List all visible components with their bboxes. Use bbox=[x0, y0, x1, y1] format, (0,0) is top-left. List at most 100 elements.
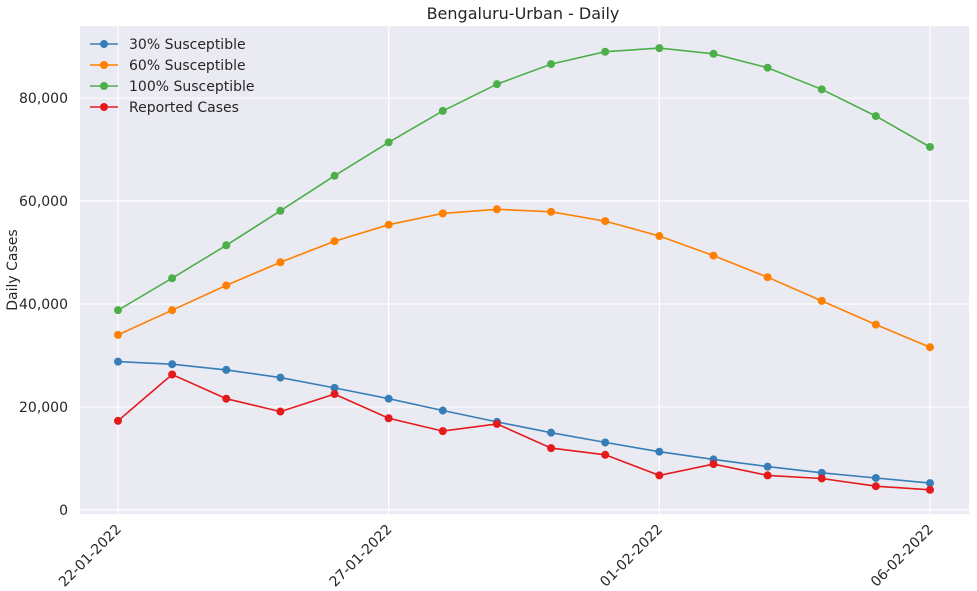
series-100-susceptible bbox=[114, 44, 934, 315]
data-point bbox=[655, 232, 664, 241]
data-point bbox=[330, 383, 339, 392]
legend-entry: 60% Susceptible bbox=[90, 58, 246, 74]
legend-marker bbox=[100, 82, 108, 90]
data-point bbox=[871, 473, 880, 482]
x-tick-label: 27-01-2022 bbox=[327, 522, 396, 591]
data-point bbox=[384, 220, 393, 229]
data-point bbox=[601, 47, 610, 56]
data-point bbox=[709, 251, 718, 260]
series-60-susceptible bbox=[114, 205, 934, 352]
data-point bbox=[330, 390, 339, 399]
data-point bbox=[168, 360, 177, 369]
data-point bbox=[330, 171, 339, 180]
data-point bbox=[655, 447, 664, 456]
data-point bbox=[871, 112, 880, 121]
legend-label: 100% Susceptible bbox=[129, 79, 255, 95]
legend-label: 30% Susceptible bbox=[129, 37, 246, 53]
legend-label: 60% Susceptible bbox=[129, 58, 246, 74]
data-point bbox=[438, 106, 447, 115]
y-tick-labels: 0 20,000 40,000 60,000 80,000 bbox=[19, 91, 68, 519]
data-point bbox=[438, 427, 447, 436]
chart-title: Bengaluru-Urban - Daily bbox=[427, 4, 620, 23]
data-point bbox=[384, 138, 393, 147]
data-point bbox=[492, 205, 501, 214]
data-point bbox=[926, 479, 934, 488]
data-point bbox=[114, 306, 122, 315]
legend-entry: 100% Susceptible bbox=[90, 79, 255, 95]
data-point bbox=[601, 438, 610, 447]
data-point bbox=[871, 482, 880, 491]
data-point bbox=[384, 414, 393, 423]
data-point bbox=[871, 320, 880, 329]
legend-label: Reported Cases bbox=[129, 100, 239, 116]
plot-area bbox=[80, 26, 969, 514]
data-point bbox=[547, 444, 556, 453]
data-point bbox=[547, 60, 556, 69]
x-tick-label: 22-01-2022 bbox=[56, 522, 125, 591]
series-line bbox=[117, 208, 931, 348]
data-point bbox=[168, 370, 177, 379]
y-axis-label: Daily Cases bbox=[5, 229, 21, 310]
series-layer bbox=[114, 44, 934, 494]
data-point bbox=[438, 406, 447, 415]
series-reported-cases bbox=[114, 370, 934, 494]
data-point bbox=[655, 471, 664, 480]
data-point bbox=[114, 416, 122, 425]
data-point bbox=[222, 365, 231, 374]
data-point bbox=[168, 306, 177, 315]
y-tick-label: 80,000 bbox=[19, 91, 68, 107]
data-point bbox=[926, 142, 934, 151]
x-tick-label: 06-02-2022 bbox=[868, 522, 937, 591]
data-point bbox=[492, 80, 501, 89]
legend-marker bbox=[100, 40, 108, 48]
series-line bbox=[117, 360, 931, 484]
data-point bbox=[330, 237, 339, 246]
x-tick-labels: 22-01-2022 27-01-2022 01-02-2022 06-02-2022 bbox=[56, 522, 937, 591]
data-point bbox=[114, 357, 122, 366]
y-tick-label: 0 bbox=[59, 503, 68, 519]
data-point bbox=[547, 207, 556, 216]
data-point bbox=[817, 85, 826, 94]
legend-entry: Reported Cases bbox=[90, 100, 239, 116]
data-point bbox=[817, 468, 826, 477]
series-30-susceptible bbox=[114, 357, 934, 488]
data-point bbox=[709, 49, 718, 58]
x-tick-label: 01-02-2022 bbox=[597, 522, 666, 591]
data-point bbox=[114, 330, 122, 339]
legend-entry: 30% Susceptible bbox=[90, 37, 246, 53]
data-point bbox=[926, 343, 934, 352]
data-point bbox=[168, 274, 177, 283]
data-point bbox=[763, 273, 772, 282]
grid-lines bbox=[80, 26, 969, 514]
legend: 30% Susceptible 60% Susceptible 100% Susce… bbox=[90, 37, 255, 116]
data-point bbox=[763, 462, 772, 471]
data-point bbox=[763, 63, 772, 72]
data-point bbox=[601, 450, 610, 459]
legend-marker bbox=[100, 103, 108, 111]
data-point bbox=[817, 296, 826, 305]
y-tick-label: 20,000 bbox=[19, 400, 68, 416]
data-point bbox=[492, 419, 501, 428]
data-point bbox=[655, 44, 664, 53]
y-tick-label: 60,000 bbox=[19, 194, 68, 210]
data-point bbox=[817, 474, 826, 483]
legend-marker bbox=[100, 61, 108, 69]
series-line bbox=[117, 373, 931, 491]
y-tick-label: 40,000 bbox=[19, 297, 68, 313]
data-point bbox=[276, 206, 285, 215]
data-point bbox=[763, 471, 772, 480]
data-point bbox=[384, 394, 393, 403]
data-point bbox=[222, 241, 231, 250]
series-line bbox=[117, 47, 931, 311]
data-point bbox=[709, 460, 718, 469]
data-point bbox=[547, 428, 556, 437]
data-point bbox=[926, 485, 934, 494]
data-point bbox=[601, 217, 610, 226]
data-point bbox=[276, 407, 285, 416]
data-point bbox=[438, 209, 447, 218]
data-point bbox=[276, 373, 285, 382]
data-point bbox=[222, 281, 231, 290]
data-point bbox=[276, 258, 285, 267]
data-point bbox=[222, 394, 231, 403]
